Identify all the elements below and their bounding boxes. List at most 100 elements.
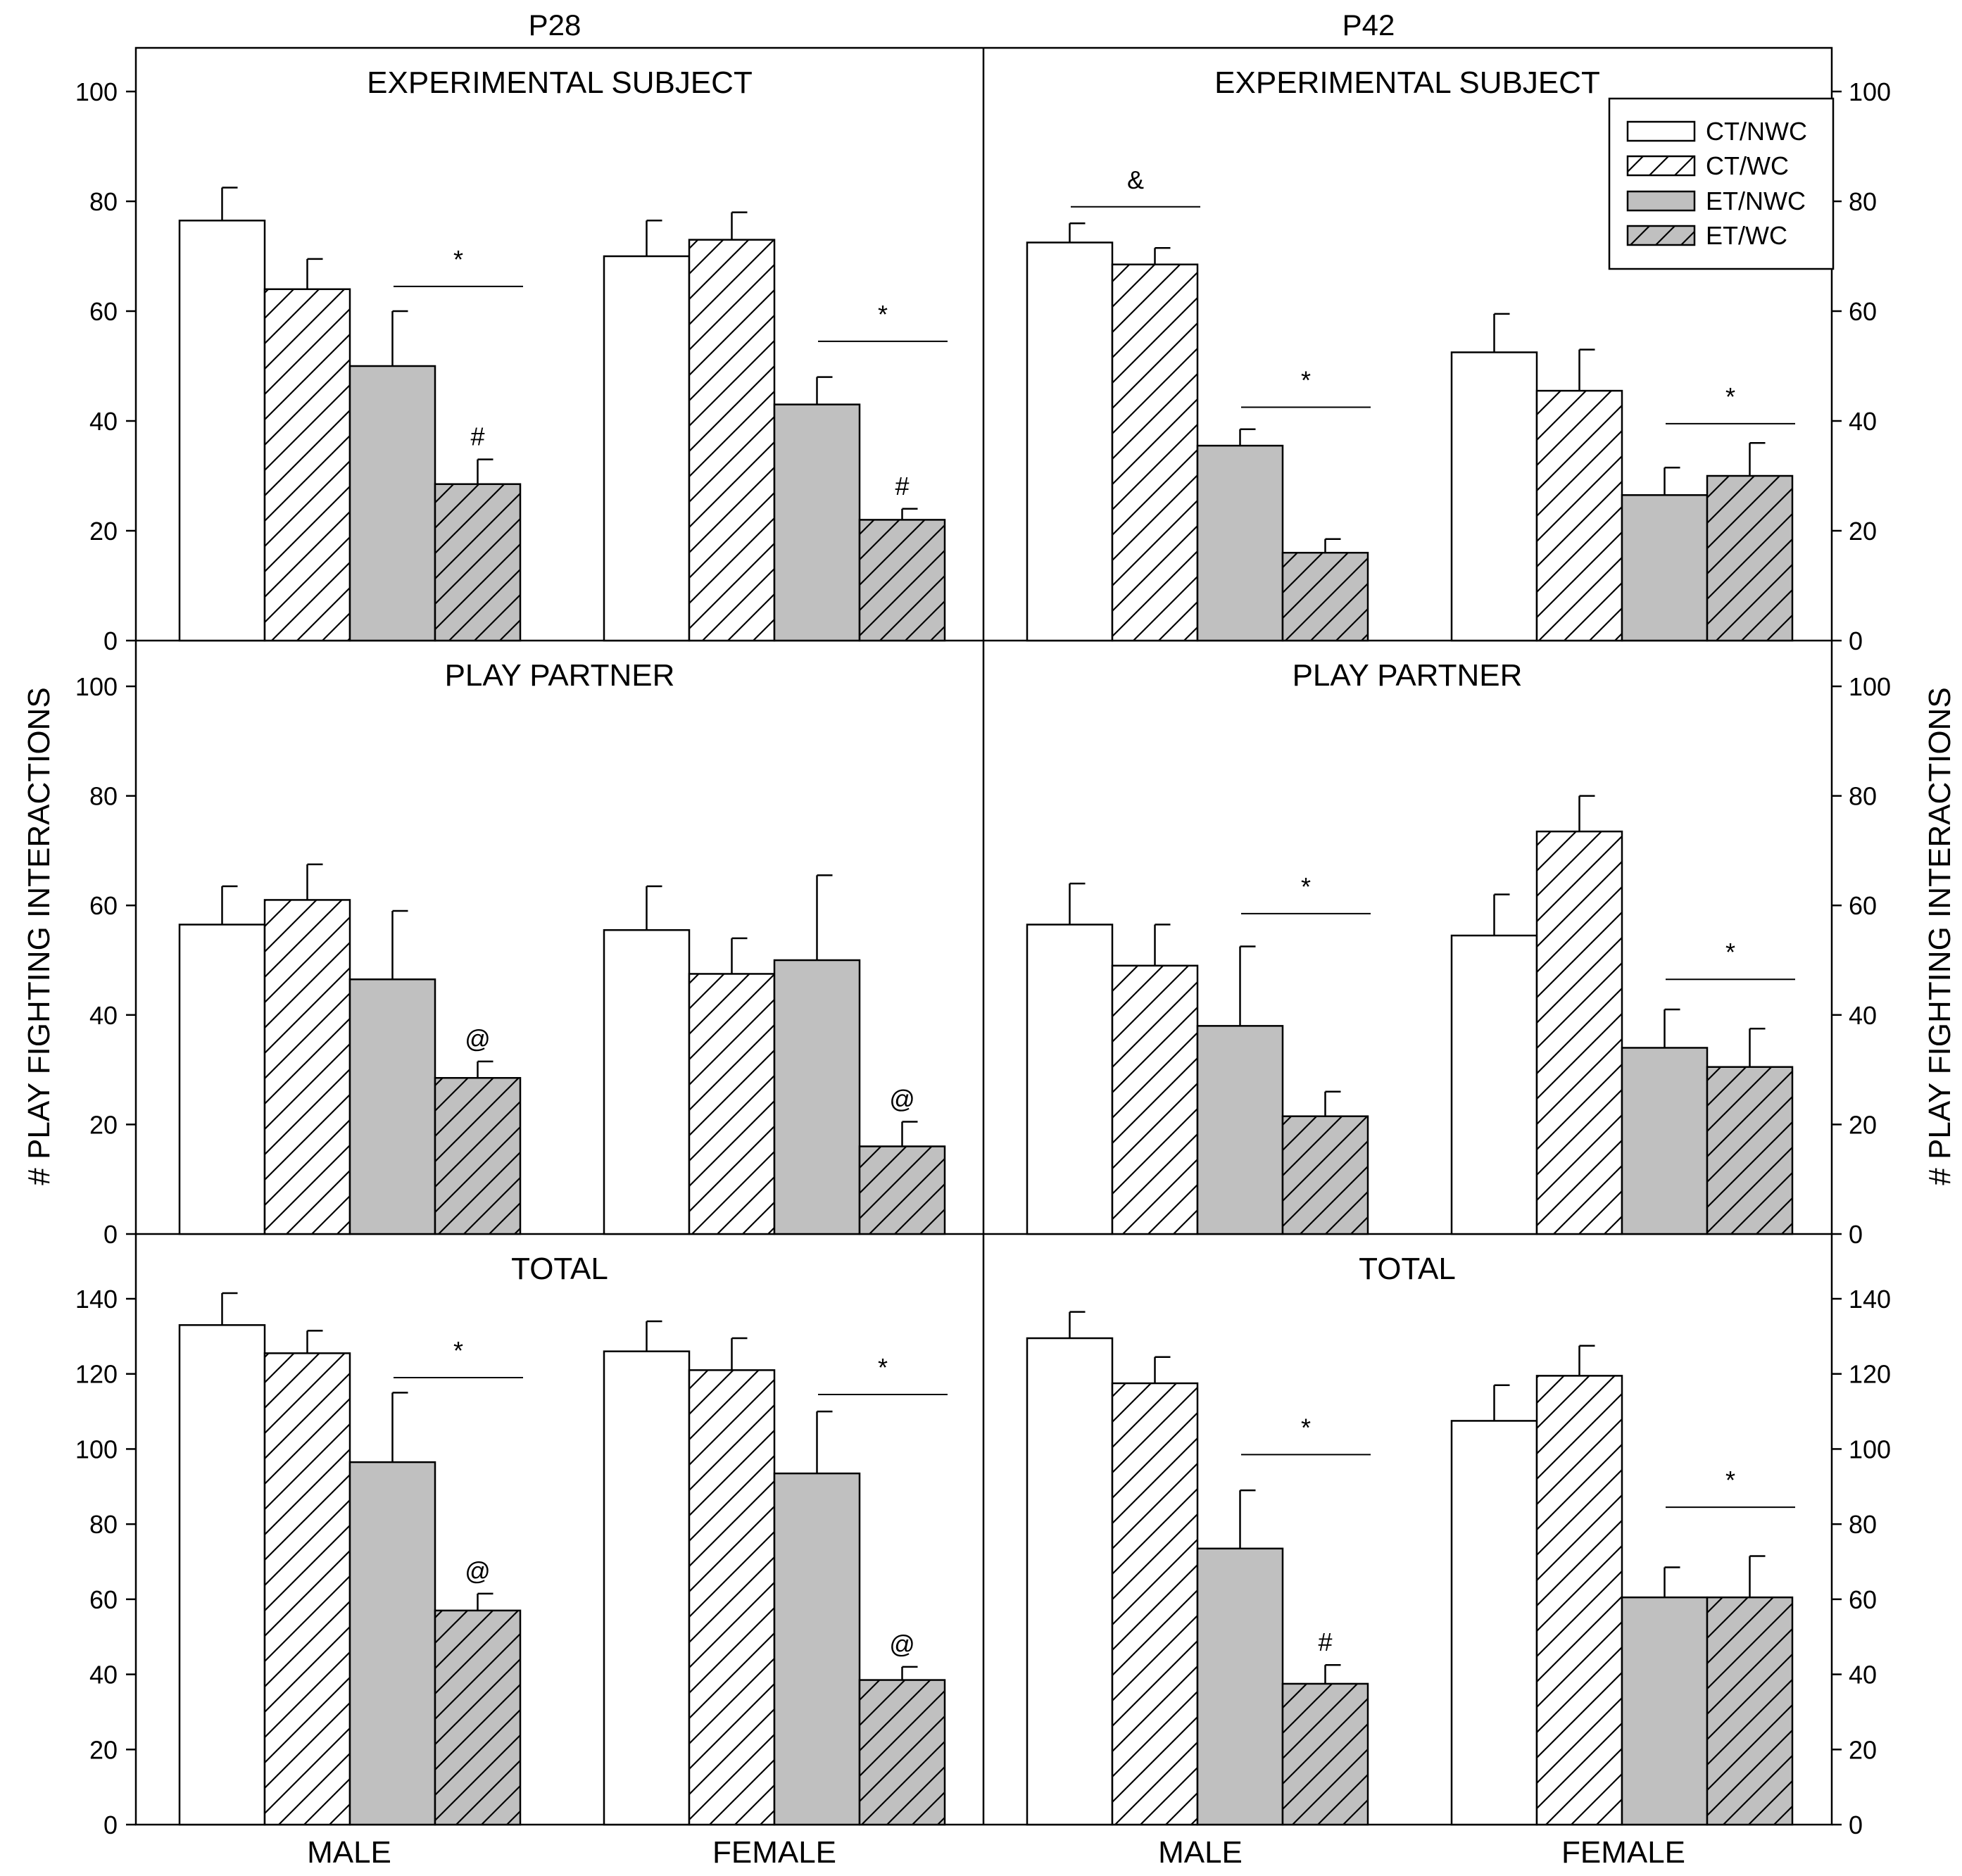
significance-mark: @ <box>889 1630 915 1658</box>
significance-mark: & <box>1127 165 1144 194</box>
y-tick-label: 100 <box>1849 1435 1891 1463</box>
bar-et-nwc-female <box>1621 494 1709 642</box>
bar-et-nwc-male <box>1196 1025 1284 1235</box>
bar-et-wc-female <box>858 519 946 642</box>
y-tick-label: 0 <box>103 627 118 655</box>
y-tick-label: 40 <box>1849 1001 1877 1030</box>
bar-ct-wc-female <box>688 239 776 642</box>
y-tick-label: 0 <box>1849 1220 1863 1249</box>
bar-et-nwc-male <box>348 978 436 1235</box>
y-tick-label: 100 <box>1849 672 1891 701</box>
y-tick-label: 40 <box>89 1661 118 1689</box>
y-tick-label: 60 <box>1849 891 1877 920</box>
bar-ct-nwc-female <box>1450 351 1538 642</box>
significance-mark: * <box>878 300 888 329</box>
y-tick-label: 80 <box>89 187 118 216</box>
y-tick-label: 60 <box>89 1585 118 1614</box>
y-tick-label: 60 <box>89 297 118 326</box>
y-tick-label: 40 <box>1849 407 1877 436</box>
panel-total-p28: TOTAL 0 20 40 60 80 100 120 140 @ @ * * <box>75 1252 948 1839</box>
bar-ct-wc-female <box>1535 1375 1623 1826</box>
legend-entry-ct-wc: CT/WC <box>1626 151 1789 180</box>
y-tick-label: 120 <box>1849 1360 1891 1389</box>
bar-ct-wc-female <box>688 973 776 1235</box>
y-tick-label: 0 <box>1849 627 1863 655</box>
bar-et-wc-male <box>1281 1115 1369 1235</box>
y-tick-label: 60 <box>1849 1585 1877 1614</box>
legend-label-ct-wc: CT/WC <box>1706 151 1789 180</box>
group-label-right-female: FEMALE <box>1561 1835 1685 1870</box>
bar-et-wc-female <box>858 1679 946 1826</box>
legend-label-et-nwc: ET/NWC <box>1706 187 1806 215</box>
legend-label-ct-nwc: CT/NWC <box>1706 117 1807 146</box>
panels: EXPERIMENTAL SUBJECT020406080100##**EXPE… <box>75 65 1891 1839</box>
significance-mark: * <box>1301 366 1311 395</box>
bar-et-nwc-male <box>348 365 436 642</box>
group-label-left-female: FEMALE <box>712 1835 836 1870</box>
y-axis-title-right: # PLAY FIGHTING INTERACTIONS <box>1923 687 1957 1185</box>
panel-title: PLAY PARTNER <box>1293 658 1523 693</box>
legend-entry-ct-nwc: CT/NWC <box>1626 117 1807 146</box>
y-tick-label: 80 <box>1849 187 1877 216</box>
significance-mark: @ <box>465 1556 491 1585</box>
y-tick-label: 120 <box>75 1360 118 1389</box>
bar-ct-nwc-male <box>178 924 266 1235</box>
y-tick-label: 80 <box>1849 1510 1877 1539</box>
y-tick-label: 80 <box>89 782 118 811</box>
significance-mark: @ <box>465 1024 491 1053</box>
y-tick-label: 80 <box>89 1510 118 1539</box>
significance-mark: * <box>453 245 463 274</box>
bar-et-nwc-female <box>773 403 861 642</box>
y-tick-label: 20 <box>1849 517 1877 546</box>
y-tick-label: 60 <box>89 891 118 920</box>
y-tick-label: 80 <box>1849 782 1877 811</box>
y-tick-label: 20 <box>1849 1735 1877 1764</box>
bar-et-nwc-female <box>773 959 861 1235</box>
bar-ct-nwc-male <box>178 220 266 642</box>
significance-mark: * <box>1725 382 1735 411</box>
panel-play-partner-p42: PLAY PARTNER 0 20 40 60 80 100 * * <box>1026 658 1891 1249</box>
y-tick-label: 100 <box>75 672 118 701</box>
bar-et-nwc-male <box>1196 444 1284 642</box>
bar-ct-nwc-male <box>178 1324 266 1826</box>
y-tick-label: 20 <box>89 1735 118 1764</box>
legend-swatch-et-wc <box>1626 225 1696 246</box>
legend-swatch-ct-wc <box>1626 155 1696 177</box>
bar-ct-nwc-male <box>1026 924 1114 1235</box>
bar-et-wc-female <box>1706 1066 1794 1235</box>
panel-experimental-subject-p42: EXPERIMENTAL SUBJECT 0 20 40 60 80 100 & * * <box>1026 65 1891 655</box>
column-title-p28: P28 <box>529 8 581 42</box>
significance-mark: * <box>1725 1466 1735 1494</box>
bar-ct-wc-female <box>688 1369 776 1826</box>
y-tick-label: 40 <box>89 1001 118 1030</box>
significance-mark: * <box>1725 938 1735 967</box>
bar-ct-wc-male <box>263 288 351 642</box>
bar-et-nwc-female <box>1621 1596 1709 1826</box>
legend-swatch-ct-nwc <box>1626 120 1696 142</box>
bar-et-nwc-female <box>1621 1047 1709 1235</box>
bar-ct-nwc-male <box>1026 241 1114 642</box>
significance-mark: * <box>1301 1413 1311 1442</box>
bar-ct-wc-male <box>263 899 351 1235</box>
bar-ct-nwc-female <box>603 928 691 1235</box>
significance-mark: * <box>1301 872 1311 901</box>
panel-title: TOTAL <box>511 1252 608 1286</box>
bar-et-nwc-female <box>773 1472 861 1826</box>
legend-label-et-wc: ET/WC <box>1706 221 1787 250</box>
bar-ct-nwc-female <box>603 1350 691 1826</box>
y-tick-label: 100 <box>75 77 118 106</box>
panel-play-partner-p28: PLAY PARTNER 0 20 40 60 80 100 @ @ <box>75 658 946 1249</box>
legend-entry-et-wc: ET/WC <box>1626 221 1787 250</box>
y-tick-label: 140 <box>75 1285 118 1314</box>
y-axis-title-left: # PLAY FIGHTING INTERACTIONS <box>22 687 56 1185</box>
bar-et-wc-male <box>1281 551 1369 642</box>
bar-et-wc-female <box>858 1145 946 1235</box>
bar-et-wc-male <box>434 1077 522 1235</box>
y-tick-label: 20 <box>1849 1110 1877 1139</box>
y-tick-label: 0 <box>103 1811 118 1839</box>
significance-mark: @ <box>889 1085 915 1114</box>
panel-experimental-subject-p28: EXPERIMENTAL SUBJECT 0 20 40 60 80 100 # # * * <box>75 65 948 655</box>
y-tick-label: 20 <box>89 517 118 546</box>
y-tick-label: 20 <box>89 1110 118 1139</box>
